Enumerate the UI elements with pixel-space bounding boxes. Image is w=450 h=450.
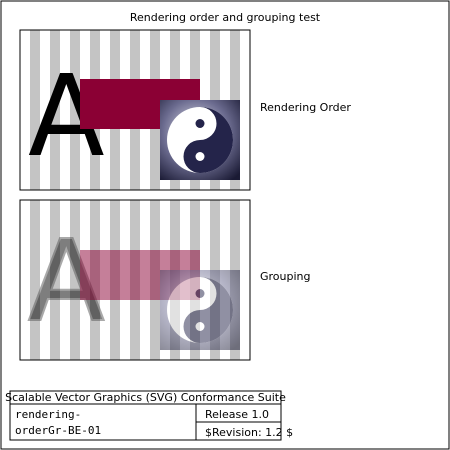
background-stripe (50, 200, 60, 360)
test-title: Rendering order and grouping test (130, 11, 321, 24)
suite-title: Scalable Vector Graphics (SVG) Conforman… (5, 391, 286, 404)
rendering-order-label: Rendering Order (260, 101, 351, 114)
release-label: Release 1.0 (205, 408, 269, 421)
grouping-label: Grouping (260, 270, 311, 283)
background-stripe (70, 200, 80, 360)
rendering-order-panel: A (19, 29, 251, 191)
background-stripe (30, 200, 40, 360)
revision-label: $Revision: 1.2 $ (205, 426, 293, 439)
background-stripe (50, 30, 60, 190)
test-name-line1: rendering- (15, 408, 81, 421)
yin-yang-icon (160, 100, 240, 180)
background-stripe (30, 30, 40, 190)
test-name-line2: orderGr-BE-01 (15, 424, 101, 437)
background-stripe (70, 30, 80, 190)
grouping-panel: A (19, 199, 251, 361)
yin-yang-icon (160, 270, 240, 350)
conformance-footer: Scalable Vector Graphics (SVG) Conforman… (5, 390, 293, 441)
